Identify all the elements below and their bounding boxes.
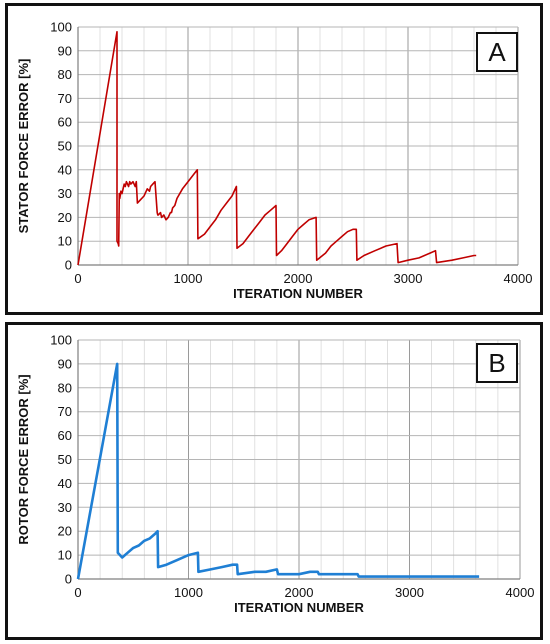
chart-a-y-tick-label: 70 [58, 91, 72, 106]
chart-b-x-axis-title: ITERATION NUMBER [234, 600, 364, 615]
chart-b-y-tick-label: 40 [58, 476, 72, 491]
chart-a-x-tick-label: 2000 [284, 271, 313, 286]
chart-a-y-tick-label: 10 [58, 234, 72, 249]
chart-b-series-line-0 [76, 362, 480, 580]
chart-b-y-tick-label: 0 [65, 572, 72, 587]
chart-b-y-tick-label: 70 [58, 404, 72, 419]
chart-b-x-tick-label: 1000 [174, 585, 203, 600]
chart-b-y-tick-label: 60 [58, 428, 72, 443]
chart-a-y-tick-label: 100 [50, 20, 72, 35]
chart-b-y-tick-label: 20 [58, 524, 72, 539]
chart-b-x-tick-label: 2000 [285, 585, 314, 600]
chart-a-y-tick-label: 30 [58, 186, 72, 201]
chart-a-y-tick-label: 0 [65, 258, 72, 273]
chart-b-y-tick-label: 80 [58, 380, 72, 395]
chart-a-y-tick-label: 50 [58, 139, 72, 154]
chart-b-y-axis-title: ROTOR FORCE ERROR [%] [16, 374, 31, 544]
chart-a-y-tick-label: 90 [58, 43, 72, 58]
chart-panel-b: 0 10 20 30 40 50 60 70 80 90 100 0 1000 2000 3000 4000 I… [5, 322, 543, 640]
chart-a-y-tick-label: 20 [58, 210, 72, 225]
panel-label-a: A [476, 32, 518, 72]
chart-a-series-line-0 [77, 30, 477, 266]
chart-a-x-tick-label: 0 [74, 271, 81, 286]
chart-b-y-tick-label: 10 [58, 548, 72, 563]
chart-a-x-tick-label: 1000 [174, 271, 203, 286]
chart-b-x-tick-label: 3000 [395, 585, 424, 600]
chart-a-x-tick-label: 4000 [504, 271, 533, 286]
chart-a-y-tick-label: 40 [58, 162, 72, 177]
chart-b-y-tick-label: 100 [50, 333, 72, 348]
chart-b-y-tick-label: 90 [58, 356, 72, 371]
chart-b-y-tick-label: 50 [58, 452, 72, 467]
chart-a-x-tick-label: 3000 [394, 271, 423, 286]
chart-b-x-tick-label: 0 [74, 585, 81, 600]
chart-b-y-tick-label: 30 [58, 500, 72, 515]
panel-label-b: B [476, 343, 518, 383]
chart-a-y-axis-title: STATOR FORCE ERROR [%] [16, 59, 31, 234]
chart-a-x-axis-title: ITERATION NUMBER [233, 286, 363, 301]
chart-a-y-tick-label: 80 [58, 67, 72, 82]
chart-a-y-tick-label: 60 [58, 115, 72, 130]
chart-b-x-tick-label: 4000 [506, 585, 535, 600]
chart-panel-a: 0 10 20 30 40 50 60 70 80 90 100 0 1000 2000 3000 4000 I… [5, 3, 543, 315]
